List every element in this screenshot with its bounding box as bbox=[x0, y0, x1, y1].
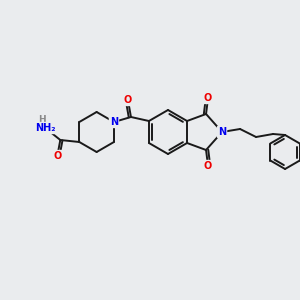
Text: O: O bbox=[204, 161, 212, 171]
Text: O: O bbox=[204, 93, 212, 103]
Text: O: O bbox=[124, 95, 132, 105]
Text: N: N bbox=[218, 127, 226, 137]
Text: NH₂: NH₂ bbox=[35, 123, 56, 133]
Text: O: O bbox=[53, 151, 61, 161]
Text: H: H bbox=[38, 115, 46, 124]
Text: N: N bbox=[110, 117, 118, 127]
